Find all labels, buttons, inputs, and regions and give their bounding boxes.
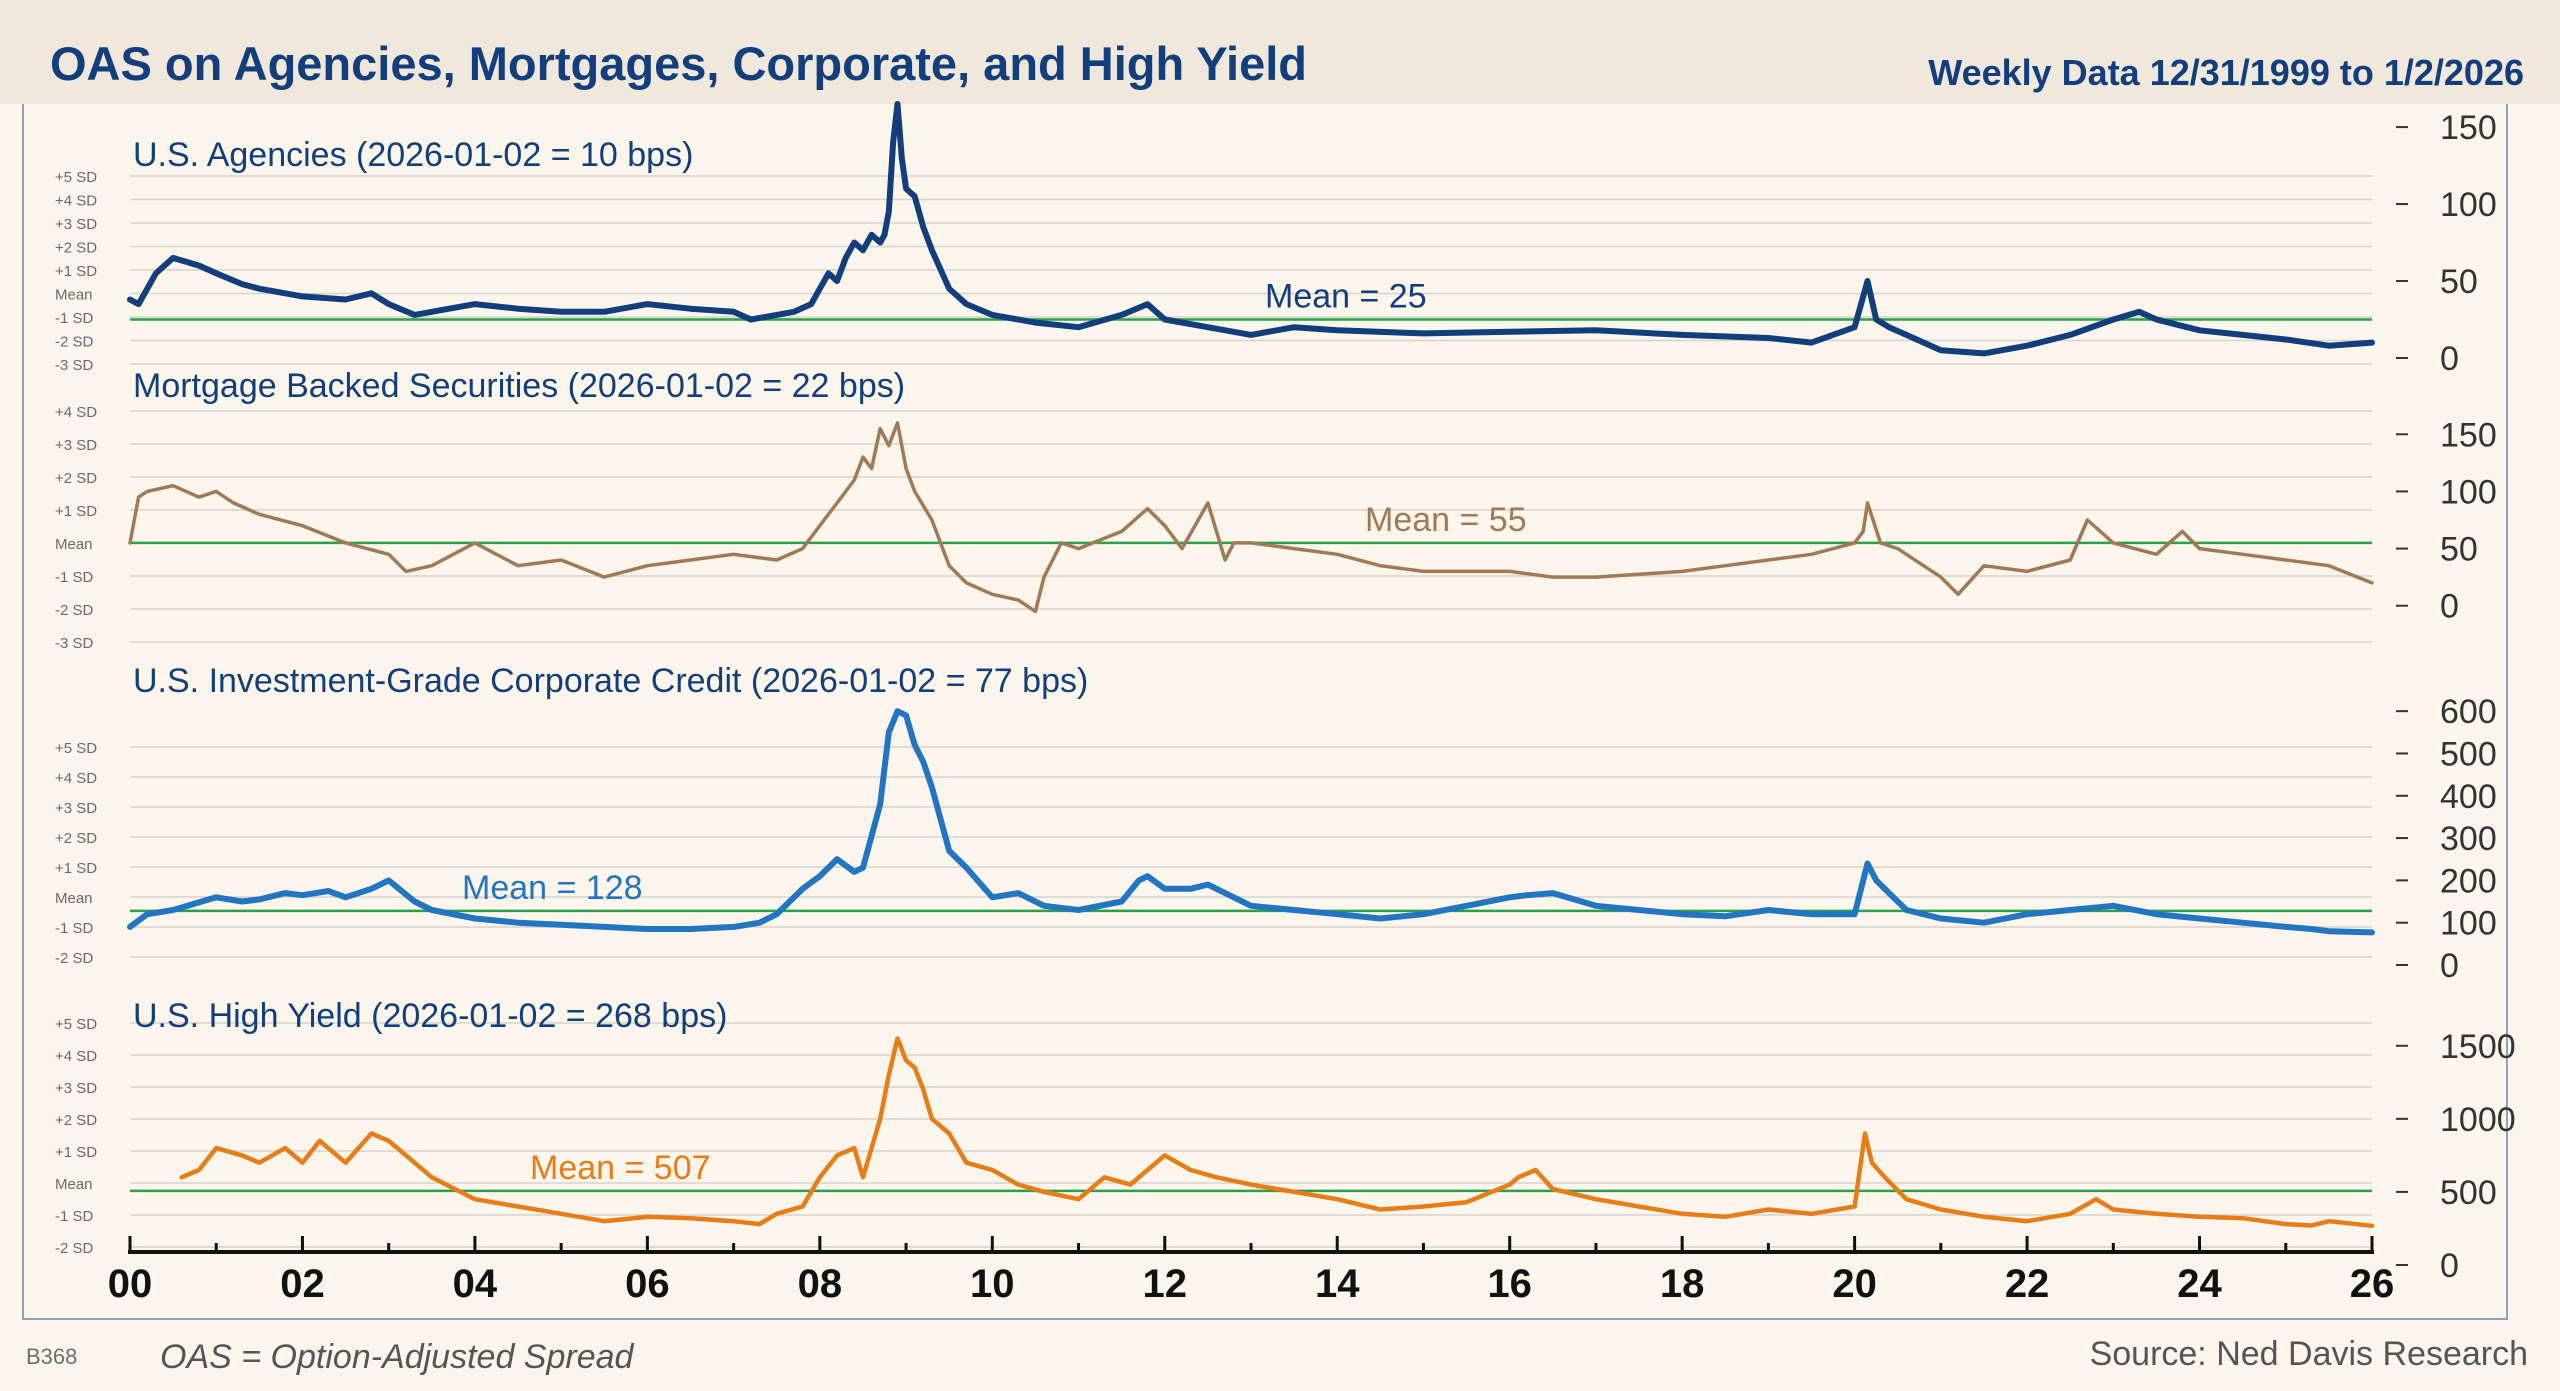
chart-title: OAS on Agencies, Mortgages, Corporate, a… xyxy=(50,37,1307,90)
chart-frame xyxy=(22,104,2508,1320)
sd-label: +4 SD xyxy=(55,404,97,421)
x-tick-label: 26 xyxy=(2350,1262,2395,1306)
x-tick-label: 22 xyxy=(2005,1262,2050,1306)
y-tick-label: 100 xyxy=(2440,186,2497,224)
sd-label: Mean xyxy=(55,890,93,907)
panel-title: U.S. High Yield (2026-01-02 = 268 bps) xyxy=(133,997,727,1035)
y-tick-label: 0 xyxy=(2440,947,2459,985)
mean-label: Mean = 128 xyxy=(462,869,643,907)
sd-label: +4 SD xyxy=(55,1048,97,1065)
mean-label: Mean = 507 xyxy=(530,1149,711,1187)
source-label: Source: Ned Davis Research xyxy=(2089,1335,2528,1373)
header-bar: OAS on Agencies, Mortgages, Corporate, a… xyxy=(0,0,2560,104)
sd-label: +5 SD xyxy=(55,1016,97,1033)
sd-label: -3 SD xyxy=(55,357,94,374)
series-line-ig xyxy=(127,708,2375,936)
sd-label: -1 SD xyxy=(55,920,94,937)
y-tick-label: 0 xyxy=(2440,340,2459,378)
sd-label: +1 SD xyxy=(55,1144,97,1161)
footnote: OAS = Option-Adjusted Spread xyxy=(160,1338,634,1376)
sd-label: Mean xyxy=(55,536,93,553)
sd-label: Mean xyxy=(55,287,93,304)
sd-label: +5 SD xyxy=(55,740,97,757)
series-line-hy xyxy=(179,1036,2375,1229)
x-tick-label: 18 xyxy=(1660,1262,1705,1306)
y-tick-label: 150 xyxy=(2440,416,2497,454)
sd-label: -2 SD xyxy=(55,602,94,619)
sd-label: +3 SD xyxy=(55,437,97,454)
date-range-label: Weekly Data 12/31/1999 to 1/2/2026 xyxy=(1928,52,2524,93)
x-tick-label: 14 xyxy=(1315,1262,1360,1306)
y-tick-label: 100 xyxy=(2440,905,2497,943)
y-tick-label: 1500 xyxy=(2440,1028,2516,1066)
x-tick-label: 04 xyxy=(453,1262,498,1306)
chart-code: B368 xyxy=(26,1344,78,1369)
x-tick-label: 08 xyxy=(798,1262,843,1306)
x-tick-label: 12 xyxy=(1143,1262,1188,1306)
panel-title: Mortgage Backed Securities (2026-01-02 =… xyxy=(133,367,905,405)
sd-label: +5 SD xyxy=(55,169,97,186)
sd-label: -3 SD xyxy=(55,635,94,652)
sd-label: -1 SD xyxy=(55,1208,94,1225)
x-tick-label: 02 xyxy=(280,1262,325,1306)
x-tick-label: 10 xyxy=(970,1262,1015,1306)
sd-label: +4 SD xyxy=(55,193,97,210)
y-tick-label: 50 xyxy=(2440,531,2478,569)
y-tick-label: 300 xyxy=(2440,820,2497,858)
y-tick-label: 50 xyxy=(2440,263,2478,301)
x-tick-label: 06 xyxy=(625,1262,670,1306)
sd-label: -2 SD xyxy=(55,950,94,967)
sd-label: +2 SD xyxy=(55,240,97,257)
sd-label: +1 SD xyxy=(55,263,97,280)
sd-label: -1 SD xyxy=(55,569,94,586)
sd-label: +3 SD xyxy=(55,1080,97,1097)
mean-label: Mean = 25 xyxy=(1265,278,1427,316)
series-line-mbs xyxy=(128,421,2374,614)
sd-label: +4 SD xyxy=(55,770,97,787)
y-tick-label: 0 xyxy=(2440,1247,2459,1285)
sd-label: -1 SD xyxy=(55,310,94,327)
y-tick-label: 400 xyxy=(2440,778,2497,816)
panel-title: U.S. Agencies (2026-01-02 = 10 bps) xyxy=(133,136,693,174)
sd-label: -2 SD xyxy=(55,1240,94,1257)
sd-label: +1 SD xyxy=(55,503,97,520)
y-tick-label: 500 xyxy=(2440,1174,2497,1212)
panel-title: U.S. Investment-Grade Corporate Credit (… xyxy=(133,662,1088,700)
y-tick-label: 0 xyxy=(2440,588,2459,626)
y-tick-label: 500 xyxy=(2440,735,2497,773)
x-tick-label: 24 xyxy=(2177,1262,2222,1306)
y-tick-label: 200 xyxy=(2440,862,2497,900)
sd-label: +3 SD xyxy=(55,800,97,817)
mean-label: Mean = 55 xyxy=(1365,501,1527,539)
x-tick-label: 20 xyxy=(1832,1262,1877,1306)
x-tick-label: 16 xyxy=(1487,1262,1532,1306)
sd-label: +3 SD xyxy=(55,216,97,233)
series-line-agencies xyxy=(127,101,2375,357)
sd-label: +2 SD xyxy=(55,470,97,487)
y-tick-label: 150 xyxy=(2440,109,2497,147)
sd-label: +2 SD xyxy=(55,1112,97,1129)
sd-label: +2 SD xyxy=(55,830,97,847)
sd-label: +1 SD xyxy=(55,860,97,877)
sd-label: -2 SD xyxy=(55,334,94,351)
y-tick-label: 1000 xyxy=(2440,1101,2516,1139)
y-tick-label: 600 xyxy=(2440,693,2497,731)
sd-label: Mean xyxy=(55,1176,93,1193)
x-tick-label: 00 xyxy=(108,1262,153,1306)
y-tick-label: 100 xyxy=(2440,473,2497,511)
